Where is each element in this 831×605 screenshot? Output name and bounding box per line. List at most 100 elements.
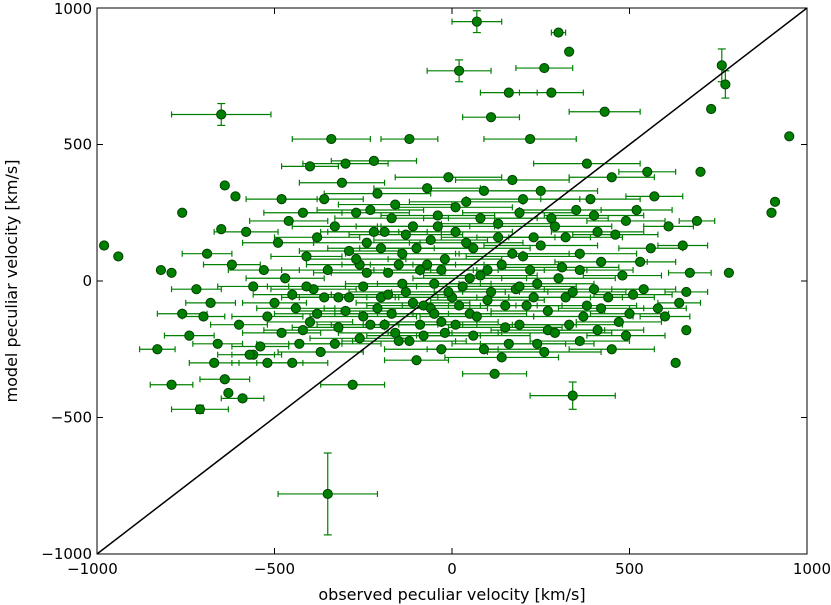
data-point [478, 344, 490, 355]
data-point [177, 207, 188, 218]
data-point [152, 344, 163, 355]
x-axis-label: observed peculiar velocity [km/s] [318, 585, 585, 604]
data-point [340, 305, 351, 317]
data-point [613, 316, 624, 328]
data-point [503, 338, 514, 349]
data-point [564, 319, 575, 330]
y-tick-label: 500 [63, 136, 92, 154]
data-point [695, 166, 706, 177]
data-point [539, 346, 550, 358]
data-point [383, 267, 394, 278]
x-tick-label: −1000 [67, 560, 118, 578]
data-point [493, 218, 504, 229]
data-point [439, 327, 450, 338]
data-point [500, 322, 511, 333]
data-point [411, 355, 422, 366]
data-point [603, 292, 614, 303]
data-point [539, 62, 550, 74]
x-tick-label: 500 [615, 560, 644, 578]
data-point [312, 308, 323, 319]
data-point [209, 357, 220, 368]
data-point [351, 254, 362, 265]
data-point [237, 393, 248, 404]
data-point [549, 327, 561, 338]
data-point [620, 215, 632, 227]
data-point [166, 267, 177, 278]
data-point [343, 292, 355, 303]
data-point [432, 221, 443, 232]
data-point [464, 273, 475, 284]
data-point [585, 194, 596, 205]
data-point [546, 213, 557, 224]
marker-layer [99, 16, 795, 500]
data-point [361, 267, 372, 278]
data-point [581, 300, 593, 311]
data-point [407, 221, 419, 232]
data-point [574, 335, 585, 347]
data-point [241, 226, 252, 237]
data-point [670, 357, 681, 368]
data-point [319, 194, 330, 205]
data-point [198, 311, 209, 322]
data-point [269, 297, 280, 308]
y-axis-label: model peculiar velocity [km/s] [2, 160, 21, 403]
tick-label-layer: −1000 −500 0 500 1000 −1000 −500 0 500 1000 [41, 0, 831, 578]
reference-line-y-equals-x [96, 7, 808, 555]
data-point [248, 281, 259, 292]
data-point [372, 303, 383, 314]
data-point [485, 286, 497, 298]
data-point [624, 308, 635, 319]
data-point [766, 207, 777, 218]
data-point [155, 264, 166, 276]
data-point [443, 172, 454, 183]
data-point [400, 229, 411, 240]
data-point [223, 387, 234, 399]
data-point [454, 65, 465, 76]
y-tick-label: −1000 [41, 545, 92, 563]
data-point [514, 319, 525, 330]
data-point [468, 243, 479, 254]
data-point [212, 338, 223, 349]
data-point [361, 237, 372, 248]
data-point [386, 308, 397, 319]
data-point [596, 256, 607, 267]
data-point [528, 232, 539, 243]
data-point [219, 180, 230, 191]
data-point [567, 390, 578, 401]
data-point [542, 305, 553, 317]
data-point [283, 215, 294, 227]
data-point [343, 245, 355, 257]
data-point [319, 292, 330, 303]
data-point [642, 166, 653, 177]
data-point [606, 344, 617, 355]
data-point [461, 237, 472, 248]
data-point [329, 338, 340, 349]
data-point [297, 325, 308, 336]
data-point [294, 338, 305, 349]
data-point [596, 303, 607, 314]
data-point [365, 319, 376, 330]
data-point [301, 251, 312, 262]
data-point [496, 352, 507, 363]
data-point [517, 251, 529, 262]
data-point [287, 357, 298, 368]
data-point [322, 264, 333, 276]
data-point [290, 303, 301, 314]
data-point [535, 240, 546, 251]
data-point [478, 185, 490, 197]
data-point [574, 248, 585, 259]
data-point [418, 330, 429, 341]
data-point [191, 284, 202, 295]
data-point [230, 191, 241, 202]
data-point [354, 333, 365, 344]
data-point [443, 286, 454, 298]
data-point [592, 226, 603, 237]
data-point [649, 191, 660, 202]
data-point [351, 207, 362, 218]
data-point [521, 300, 532, 311]
data-point [436, 264, 447, 276]
data-point [368, 155, 379, 166]
data-point [471, 311, 482, 322]
data-point [560, 292, 571, 303]
